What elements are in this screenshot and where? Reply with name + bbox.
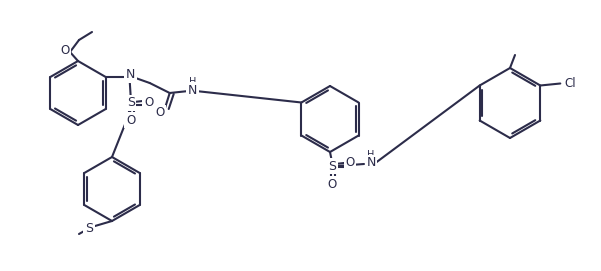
Text: O: O xyxy=(60,44,70,57)
Text: N: N xyxy=(188,83,197,96)
Text: O: O xyxy=(144,95,153,108)
Text: O: O xyxy=(346,156,355,169)
Text: O: O xyxy=(155,107,164,120)
Text: H: H xyxy=(189,77,197,87)
Text: O: O xyxy=(328,178,337,191)
Text: N: N xyxy=(367,156,376,169)
Text: S: S xyxy=(85,222,93,235)
Text: Cl: Cl xyxy=(564,77,576,90)
Text: H: H xyxy=(367,150,374,160)
Text: S: S xyxy=(328,160,336,173)
Text: N: N xyxy=(126,69,135,82)
Text: S: S xyxy=(127,96,135,109)
Text: O: O xyxy=(126,114,135,127)
